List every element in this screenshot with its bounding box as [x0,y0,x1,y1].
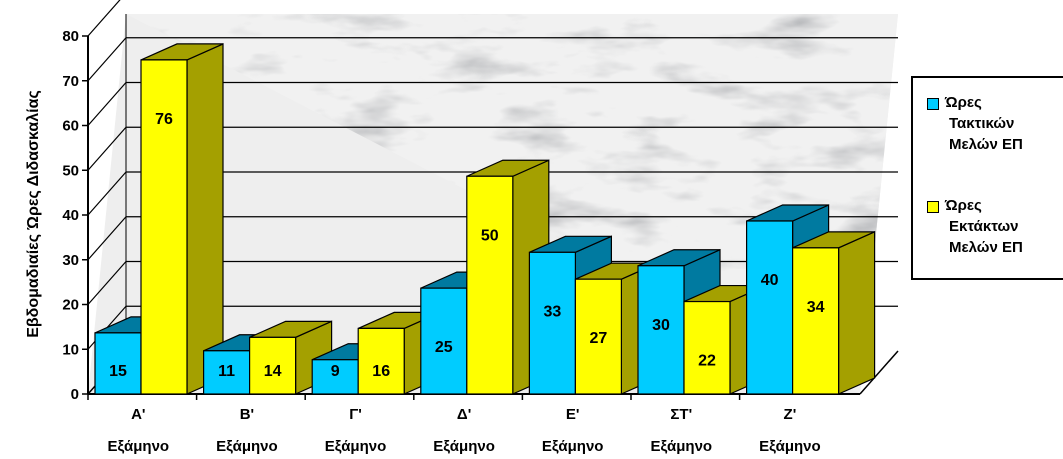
x-tick-label-sub: Εξάμηνο [325,438,387,455]
y-tick-label: 60 [62,118,79,135]
data-labels: 15 76 11 14 9 16 25 50 33 27 30 22 40 34 [109,111,824,380]
x-tick-label: ΣΤ' [670,406,692,423]
bar-front [683,300,731,395]
bar-front [140,59,188,395]
gridline-side [87,37,127,82]
data-label: 9 [331,363,340,380]
y-tick-label: 80 [62,28,79,45]
gridline-side [87,171,127,216]
x-tick-label-sub: Εξάμηνο [108,438,170,455]
bar-front [357,327,405,395]
y-tick-label: 40 [62,207,79,224]
legend-swatch [927,201,939,213]
legend: Ώρες Τακτικών Μελών ΕΠ Ώρες Εκτάκτων Μελών ΕΠ [911,76,1063,280]
bar-front [637,265,685,395]
gridline-side [87,261,127,305]
data-label: 14 [264,363,282,380]
x-tick-label: Ζ' [784,406,797,423]
x-tick-label-sub: Εξάμηνο [216,438,278,455]
bar [791,230,876,395]
y-tick-label: 10 [62,341,79,358]
gridline-side [87,82,127,126]
data-label: 50 [481,227,499,244]
bar-front [528,251,577,395]
x-tick-label-sub: Εξάμηνο [542,438,604,455]
x-tick-label-sub: Εξάμηνο [651,438,713,455]
bar [140,42,224,395]
bar-series [94,42,876,395]
data-label: 22 [698,353,716,370]
legend-item: Ώρες Εκτάκτων Μελών ΕΠ [927,195,1063,258]
x-tick-label: Β' [240,406,254,423]
x-tick-label-sub: Εξάμηνο [759,438,821,455]
x-tick-label: Γ' [349,406,362,423]
gridline-side [87,126,127,171]
data-label: 33 [544,303,562,320]
data-label: 76 [155,111,173,128]
legend-swatch [927,98,939,110]
data-label: 27 [590,330,608,347]
y-axis-label: Εβδομαδιαίες Ώρες Διδασκαλίας [25,90,42,338]
bar-front [745,220,794,395]
y-tick-label: 70 [62,73,79,90]
data-label: 40 [761,272,779,289]
gridline-side [87,216,127,261]
y-tick-label: 50 [62,162,79,179]
y-tick-label: 20 [62,297,79,314]
gridline-side [87,0,121,37]
x-tick-label: Δ' [457,406,471,423]
x-tick-label: Α' [131,406,145,423]
x-tick-label: Ε' [566,406,580,423]
data-label: 34 [807,299,825,316]
data-label: 15 [109,363,127,380]
bar-front [249,336,297,395]
bar-front [420,287,468,395]
x-tick-label-sub: Εξάμηνο [433,438,495,455]
bar-front [311,359,359,395]
bar-side [186,42,224,395]
bar-front [94,332,142,395]
bar-front [203,350,251,395]
bar-front [466,175,514,395]
data-label: 16 [372,363,390,380]
data-label: 11 [218,363,235,380]
y-tick-label: 30 [62,252,79,269]
bar-front [574,278,623,395]
data-label: 25 [435,339,453,356]
y-tick-label: 0 [71,386,79,403]
legend-label: Ώρες Τακτικών Μελών ΕΠ [945,94,1023,153]
bar-side [837,230,876,395]
legend-label: Ώρες Εκτάκτων Μελών ΕΠ [945,197,1023,256]
bar-front [791,247,840,395]
data-label: 30 [652,317,670,334]
floor-edge-right [859,350,899,395]
legend-item: Ώρες Τακτικών Μελών ΕΠ [927,92,1063,155]
